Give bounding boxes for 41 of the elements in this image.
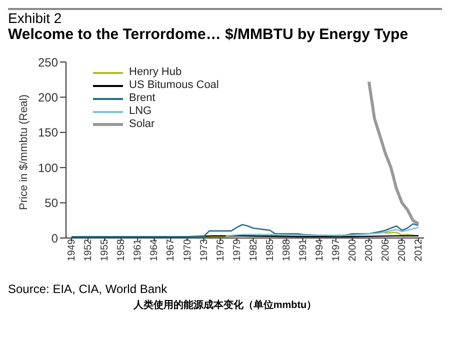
x-tick-label: 1958 bbox=[116, 238, 128, 262]
line-series bbox=[367, 80, 420, 226]
x-tick-label: 1982 bbox=[248, 238, 260, 262]
x-tick-label: 1973 bbox=[198, 238, 210, 262]
x-tick-label: 1976 bbox=[215, 238, 226, 262]
legend-label: Brent bbox=[129, 92, 156, 105]
x-tick-label: 1997 bbox=[330, 238, 342, 262]
x-tick-label: 1979 bbox=[232, 238, 243, 262]
x-tick-label: 2012 bbox=[414, 238, 425, 262]
x-tick-label: 1967 bbox=[166, 238, 177, 262]
text: 人类使用的能源成本变化（单位mmbtu） bbox=[132, 298, 318, 312]
y-axis-title: Price in $/mmbtu (Real) bbox=[18, 94, 30, 210]
y-tick-label: 150 bbox=[38, 126, 58, 140]
x-tick-label: 1985 bbox=[264, 238, 276, 262]
x-tick-label: 1955 bbox=[100, 238, 111, 262]
x-tick-label: 2000 bbox=[348, 238, 358, 262]
line-series bbox=[70, 223, 420, 238]
y-tick-label: 250 bbox=[38, 55, 58, 70]
legend-label: Henry Hub bbox=[129, 66, 182, 79]
chart-title: Welcome to the Terrordome… $/MMBTU by Energy Type bbox=[8, 26, 410, 44]
legend-label: US Bitumous Coal bbox=[129, 79, 219, 92]
x-tick-label: 2003 bbox=[364, 238, 376, 262]
y-tick-label: 200 bbox=[38, 90, 58, 104]
y-tick-label: 100 bbox=[38, 160, 58, 175]
x-tick-label: 1952 bbox=[83, 238, 94, 262]
x-tick-label: 1994 bbox=[314, 238, 326, 262]
x-tick-label: 2006 bbox=[380, 238, 392, 262]
x-tick-label: 1964 bbox=[149, 238, 160, 262]
x-tick-label: 2009 bbox=[397, 238, 408, 262]
legend-label: Solar bbox=[129, 118, 155, 131]
y-tick-label: 0 bbox=[51, 231, 58, 246]
source-note: Source: EIA, CIA, World Bank bbox=[8, 282, 168, 296]
x-tick-label: 1988 bbox=[281, 238, 292, 262]
y-tick-label: 50 bbox=[44, 196, 58, 210]
x-tick-label: 1991 bbox=[298, 238, 309, 262]
legend-label: LNG bbox=[129, 105, 152, 118]
line-series bbox=[225, 226, 420, 237]
chart-subtitle: Exhibit 2 bbox=[8, 8, 442, 26]
x-tick-label: 1961 bbox=[132, 238, 144, 262]
x-tick-label: 1970 bbox=[182, 238, 194, 262]
x-tick-label: 1949 bbox=[66, 238, 78, 262]
